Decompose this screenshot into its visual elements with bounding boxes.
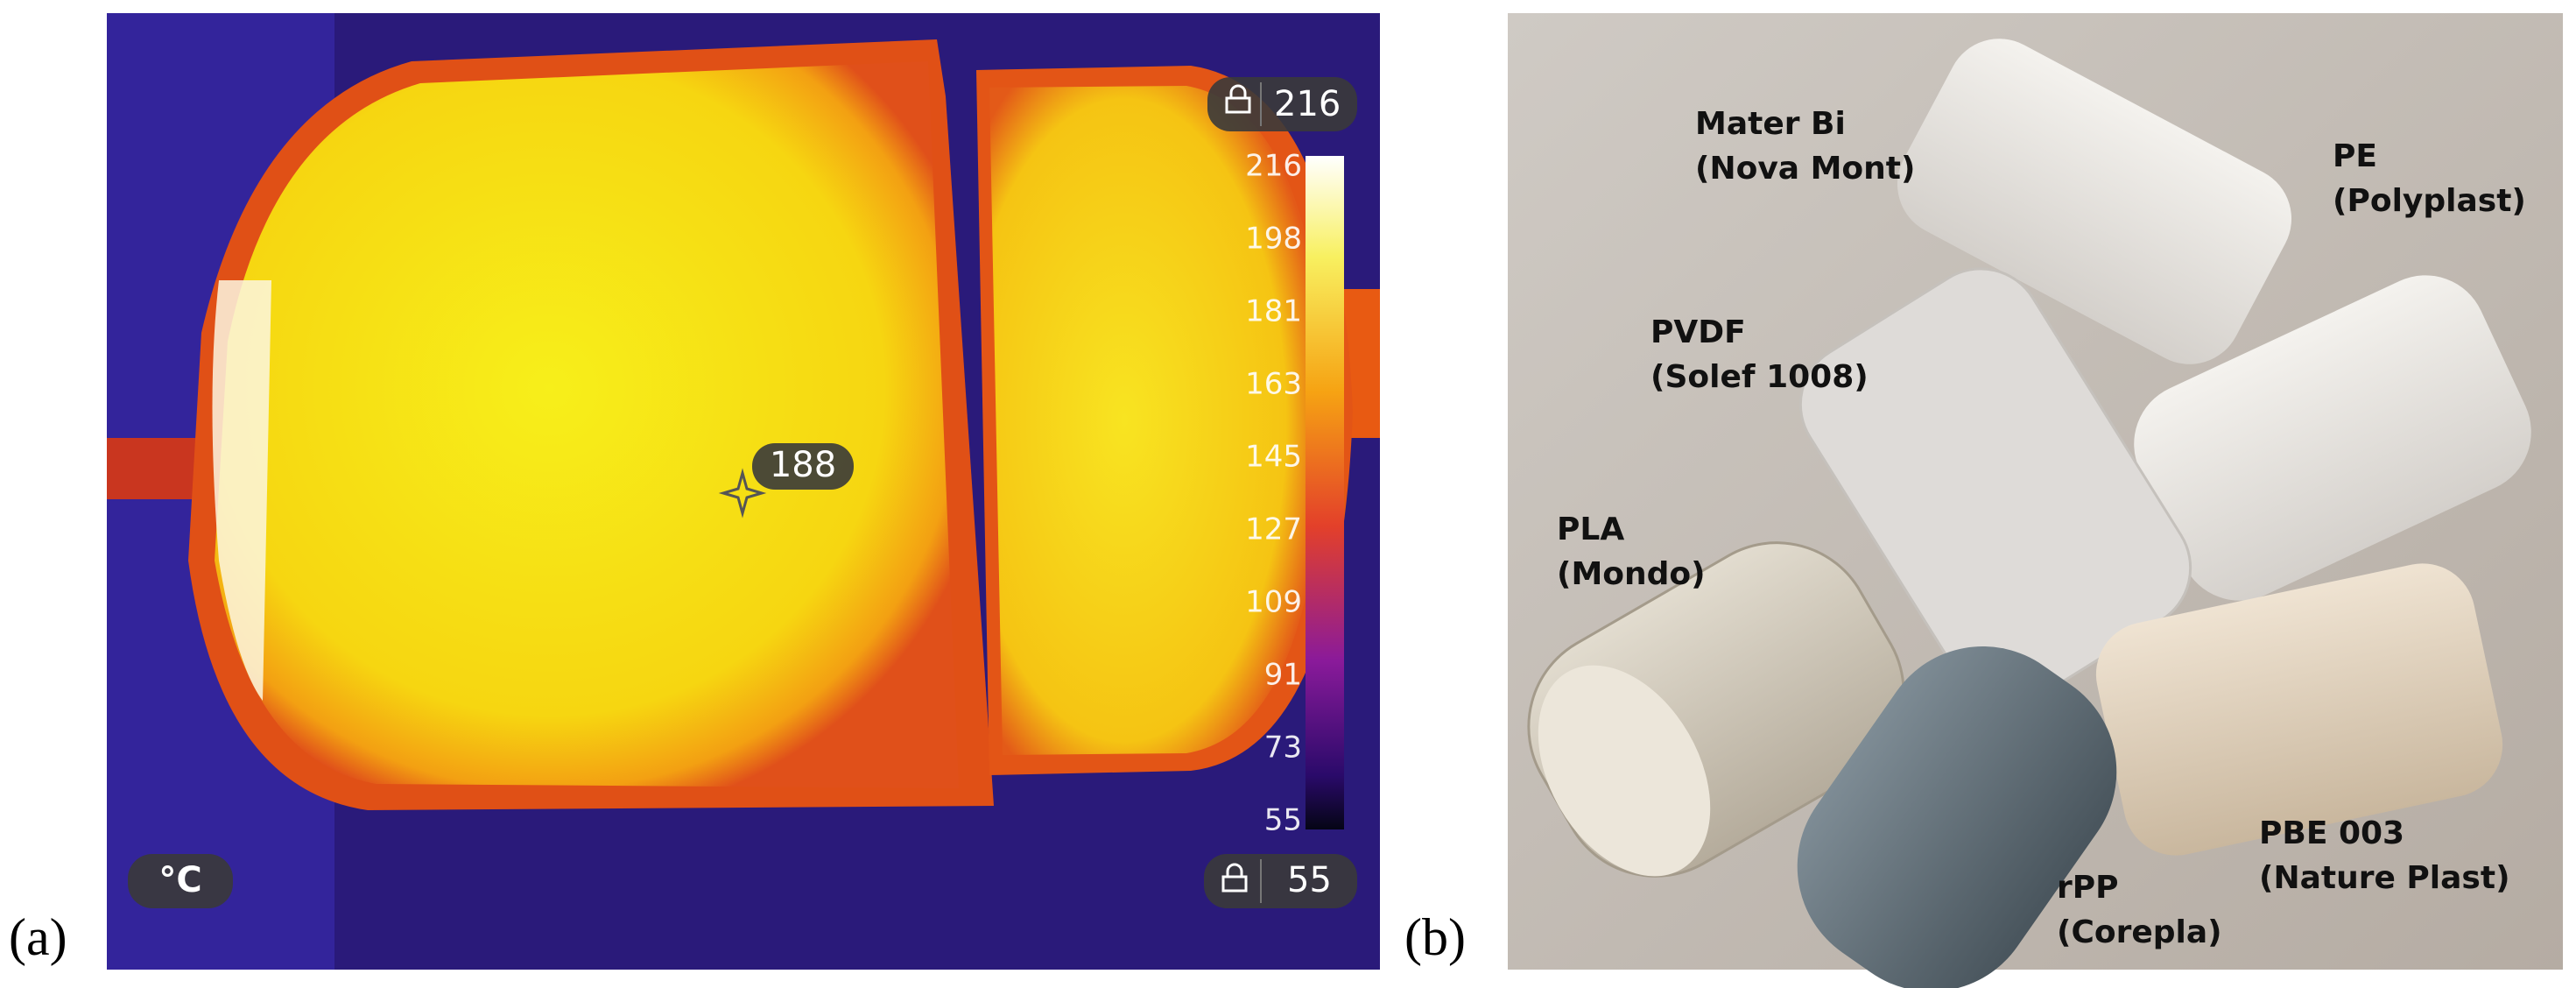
max-readout-box: 216 bbox=[1207, 77, 1357, 131]
scale-tick-label: 216 bbox=[1245, 149, 1302, 184]
sample-source: (Nature Plast) bbox=[2259, 860, 2510, 896]
sample-name: PVDF bbox=[1650, 314, 1746, 350]
sample-source: (Solef 1008) bbox=[1650, 359, 1869, 395]
unit-box: °C bbox=[128, 854, 233, 908]
scale-tick-label: 73 bbox=[1264, 730, 1302, 766]
sample-source: (Mondo) bbox=[1557, 556, 1706, 592]
scale-tick-label: 163 bbox=[1245, 367, 1302, 402]
scale-tick-label: 181 bbox=[1245, 294, 1302, 329]
scale-tick-label: 55 bbox=[1264, 803, 1302, 838]
sample-name: PLA bbox=[1557, 512, 1624, 547]
scale-ticks: 216 198 181 163 145 127 109 91 73 55 bbox=[1245, 149, 1302, 838]
panel-label: (b) bbox=[1404, 908, 1466, 966]
unit: °C bbox=[158, 860, 201, 900]
min-readout-box: 55 bbox=[1204, 854, 1357, 908]
scale-tick-label: 109 bbox=[1245, 585, 1302, 620]
scale-tick-label: 145 bbox=[1245, 440, 1302, 475]
spot-marker: 188 bbox=[718, 443, 854, 519]
min-readout: 55 bbox=[1287, 860, 1332, 900]
sample-source: (Corepla) bbox=[2057, 914, 2222, 950]
sample-photo bbox=[1508, 13, 2563, 988]
color-scale bbox=[1306, 156, 1344, 829]
sample-name: Mater Bi bbox=[1695, 106, 1846, 142]
sample-source: (Polyplast) bbox=[2333, 183, 2526, 219]
scale-tick-label: 91 bbox=[1264, 658, 1302, 693]
scale-tick-label: 198 bbox=[1245, 222, 1302, 257]
sample-source: (Nova Mont) bbox=[1695, 151, 1915, 187]
thermal-image bbox=[107, 13, 1380, 970]
scale-tick-label: 127 bbox=[1245, 512, 1302, 547]
sample-name: PBE 003 bbox=[2259, 815, 2404, 851]
sample-name: rPP bbox=[2057, 870, 2119, 906]
max-readout: 216 bbox=[1274, 84, 1341, 124]
panel-label: (a) bbox=[9, 908, 67, 966]
spot-readout: 188 bbox=[770, 445, 836, 485]
sample-labels: Mater Bi (Nova Mont) PE (Polyplast) PVDF (Sol… bbox=[1557, 106, 2526, 950]
sample-name: PE bbox=[2333, 138, 2377, 174]
